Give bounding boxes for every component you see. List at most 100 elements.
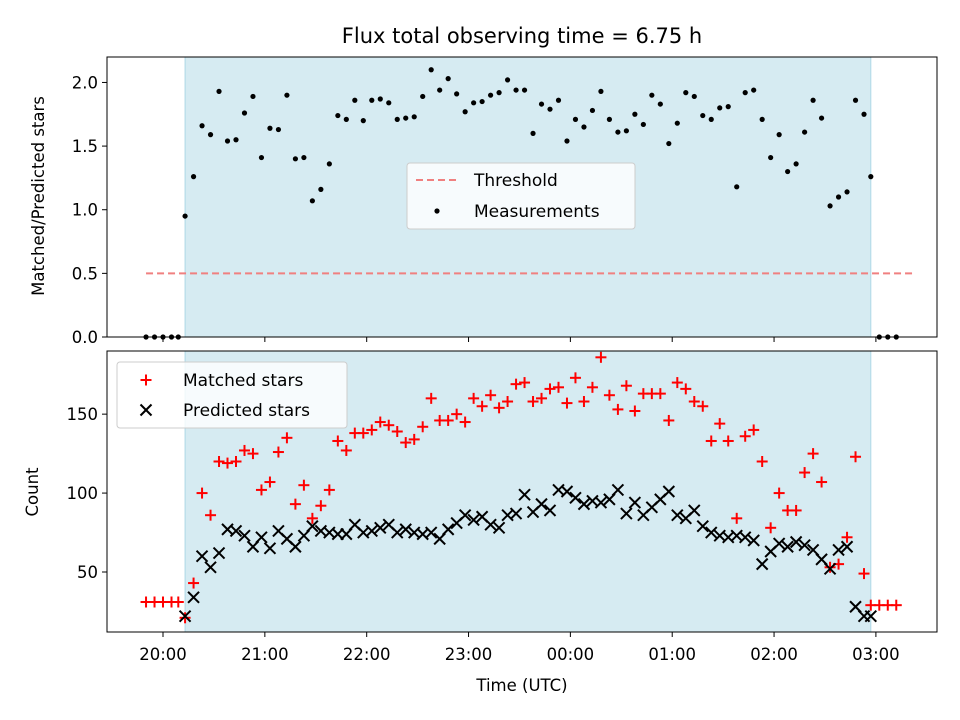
matched-point — [357, 427, 369, 439]
measurement-point — [674, 120, 680, 126]
predicted-point — [365, 524, 378, 538]
matched-point — [663, 414, 675, 426]
predicted-point — [611, 483, 625, 497]
predicted-point — [738, 531, 752, 544]
matched-point — [222, 457, 234, 469]
matched-point — [773, 487, 785, 499]
measurement-point — [581, 124, 587, 130]
bottom-y-axis: 50 100 150 — [67, 405, 107, 582]
x-tick-label: 01:00 — [648, 645, 696, 664]
matched-point — [536, 392, 548, 404]
matched-point — [748, 424, 760, 436]
predicted-point — [306, 520, 319, 533]
matched-point — [281, 432, 293, 444]
predicted-point — [255, 531, 268, 544]
matched-point — [238, 444, 250, 456]
measurements-series — [143, 67, 899, 340]
matched-point — [340, 444, 352, 456]
matched-point — [569, 372, 581, 384]
matched-point — [230, 456, 242, 468]
measurement-point — [352, 97, 358, 103]
flux-ratio-panel: 0.0 0.5 1.0 1.5 2.0 Flux total observing tim… — [29, 24, 938, 347]
matched-point — [561, 397, 573, 409]
predicted-point — [263, 542, 277, 555]
predicted-point — [688, 504, 701, 517]
matched-point — [306, 512, 318, 524]
matched-legend-marker — [140, 374, 152, 386]
measurement-point — [487, 92, 494, 98]
measurement-point — [785, 168, 791, 175]
matched-point — [850, 451, 862, 463]
measurement-point — [207, 132, 214, 138]
measurements-legend-swatch — [434, 208, 440, 214]
matched-point — [603, 389, 615, 401]
x-tick-label: 20:00 — [139, 645, 187, 664]
matched-point — [485, 389, 497, 401]
matched-point — [205, 509, 217, 521]
bottom-legend: Matched stars Predicted stars — [116, 361, 348, 429]
measurement-point — [589, 107, 596, 114]
predicted-point — [577, 497, 591, 511]
matched-point — [442, 414, 454, 426]
measurement-point — [530, 130, 536, 136]
predicted-point — [492, 521, 506, 535]
top-legend: Threshold Measurements — [406, 162, 636, 230]
measurement-point — [717, 105, 723, 111]
predicted-point — [823, 562, 837, 576]
predicted-legend-label: Predicted stars — [183, 401, 310, 421]
x-tick-label: 23:00 — [445, 645, 493, 664]
matched-point — [790, 504, 802, 516]
matched-point — [213, 456, 225, 468]
measurement-point — [666, 140, 672, 147]
predicted-point — [832, 543, 845, 557]
predicted-legend-swatch — [139, 403, 153, 417]
predicted-point — [391, 526, 404, 539]
matched-point — [688, 396, 700, 408]
threshold-legend-label: Threshold — [473, 171, 558, 191]
matched-point — [255, 484, 267, 496]
measurement-point — [428, 67, 434, 73]
predicted-point — [212, 546, 226, 560]
y-tick-label: 0.0 — [72, 328, 98, 347]
measurement-point — [326, 161, 332, 167]
matched-point — [578, 396, 590, 408]
predicted-point — [441, 523, 455, 536]
matched-point — [502, 396, 514, 408]
predicted-point — [204, 561, 217, 574]
predicted-point — [543, 504, 557, 517]
matched-point — [680, 383, 692, 395]
measurement-point — [504, 77, 511, 83]
top-legend-box — [406, 162, 636, 230]
matched-point — [400, 437, 412, 449]
matched-point — [739, 430, 751, 442]
measurement-point — [649, 92, 655, 98]
predicted-point — [509, 507, 523, 520]
measurement-point — [267, 125, 273, 131]
matched-point — [188, 577, 200, 589]
x-tick-label: 00:00 — [547, 645, 595, 664]
measurement-point — [513, 87, 519, 93]
predicted-point — [755, 557, 769, 571]
y-tick-label: 50 — [77, 563, 98, 582]
measurement-point — [564, 138, 570, 144]
matched-point — [383, 419, 395, 431]
matched-point — [807, 448, 819, 460]
predicted-point — [628, 496, 642, 509]
matched-point — [264, 476, 276, 488]
measurement-point — [802, 129, 808, 135]
measurement-point — [708, 116, 714, 122]
measurement-point — [301, 154, 307, 161]
matched-point — [391, 426, 403, 438]
matched-point — [705, 435, 717, 447]
measurement-point — [691, 93, 697, 100]
measurement-point — [233, 137, 239, 143]
measurement-point — [411, 114, 417, 120]
predicted-point — [518, 488, 531, 501]
measurement-point — [445, 76, 451, 82]
predicted-point — [781, 540, 794, 553]
predicted-point — [696, 520, 709, 533]
matched-point — [731, 512, 743, 524]
matched-point — [890, 599, 902, 611]
measurement-point — [275, 126, 282, 133]
